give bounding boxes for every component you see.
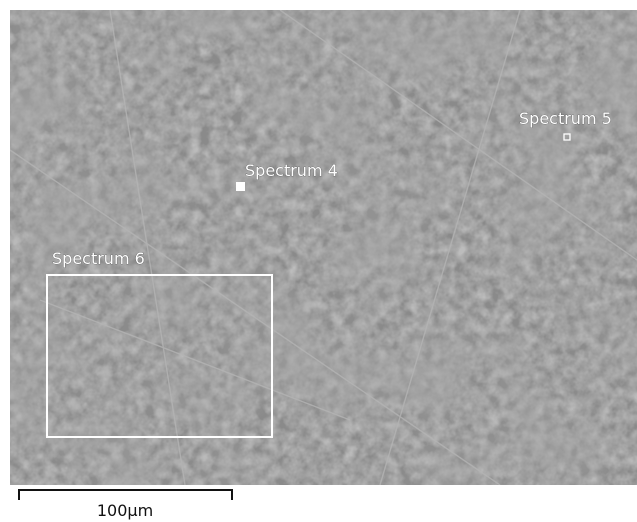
scale-bar [19,490,232,500]
spectrum-4-marker [236,182,245,191]
annotation-label: Spectrum 6 [52,249,145,268]
annotation-label: Spectrum 4 [245,161,338,180]
scale-bar-label: 100µm [97,501,153,520]
sem-image [10,10,637,485]
micrograph-page: Spectrum 4 Spectrum 5 Spectrum 6 100µm [0,0,637,522]
annotation-label: Spectrum 5 [519,109,612,128]
sem-shading [10,10,637,485]
